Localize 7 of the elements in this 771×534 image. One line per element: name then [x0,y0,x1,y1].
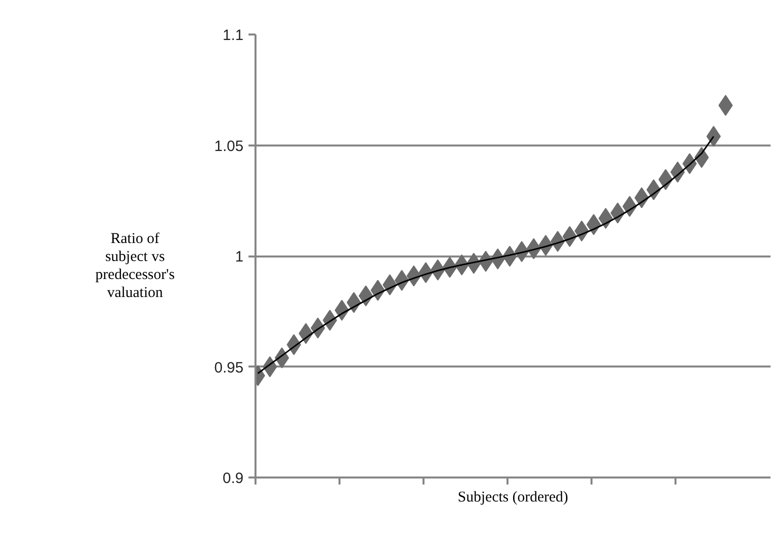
y-tick-label: 1.1 [222,27,244,44]
x-axis-title: Subjects (ordered) [458,490,568,506]
y-tick-label: 0.9 [222,470,244,487]
y-axis-title: Ratio of subject vs predecessor's valuation [95,230,175,302]
y-tick-label: 1 [235,248,244,266]
y-tick-label: 1.05 [214,138,244,155]
y-tick-label: 0.95 [214,359,244,376]
